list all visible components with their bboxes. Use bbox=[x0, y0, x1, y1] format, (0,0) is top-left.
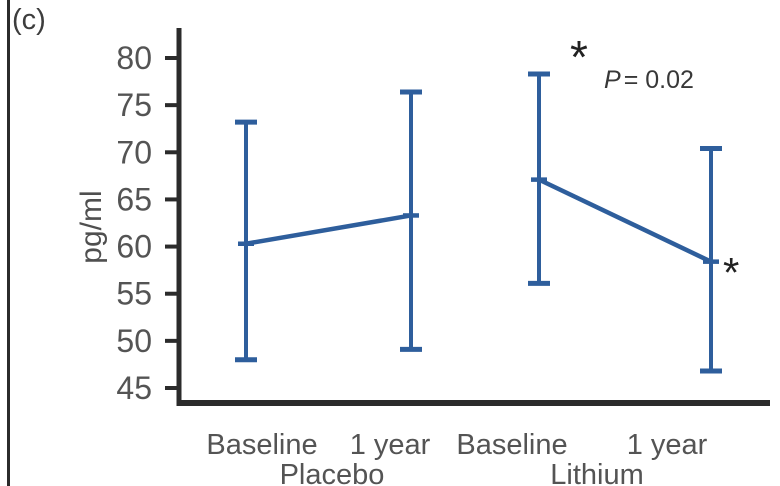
panel-label: (c) bbox=[12, 4, 46, 36]
y-tick-label-70: 70 bbox=[116, 134, 152, 170]
y-tick-label-60: 60 bbox=[116, 229, 152, 265]
group-label-placebo: Placebo bbox=[280, 459, 385, 486]
panel-left-border-line bbox=[7, 0, 10, 486]
y-tick-label-45: 45 bbox=[116, 370, 152, 406]
y-tick-label-55: 55 bbox=[116, 276, 152, 312]
trend-line-placebo bbox=[245, 213, 412, 246]
y-tick-label-75: 75 bbox=[116, 87, 152, 123]
x-tick-label-placebo-baseline: Baseline bbox=[206, 429, 317, 461]
y-tick-label-50: 50 bbox=[116, 323, 152, 359]
x-tick-label-placebo-1-year: 1 year bbox=[350, 429, 431, 461]
p-value-annotation: P = 0.02 bbox=[604, 68, 694, 93]
trend-line-lithium bbox=[538, 177, 712, 264]
y-tick-label-80: 80 bbox=[116, 40, 152, 76]
x-tick-label-lithium-1-year: 1 year bbox=[627, 429, 708, 461]
p-value-number: = 0.02 bbox=[623, 66, 694, 94]
significance-asterisk-icon: * bbox=[570, 31, 588, 83]
x-tick-label-lithium-baseline: Baseline bbox=[456, 429, 567, 461]
group-label-lithium: Lithium bbox=[550, 459, 644, 486]
lithium-1year-asterisk-icon: * bbox=[723, 249, 740, 296]
p-value-symbol: P bbox=[604, 66, 621, 94]
y-tick-label-65: 65 bbox=[116, 181, 152, 217]
